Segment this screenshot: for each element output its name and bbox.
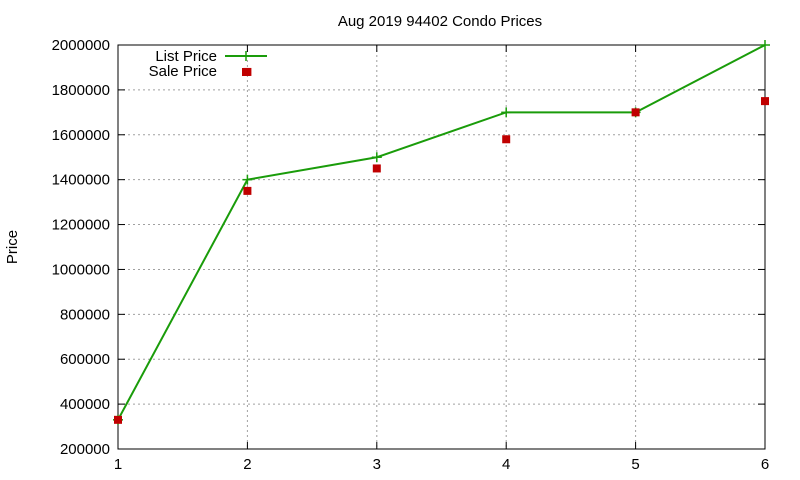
y-tick-label: 400000: [60, 396, 110, 413]
x-tick-label: 3: [373, 456, 381, 473]
legend: List Price Sale Price: [149, 48, 267, 80]
axis-ticks: [117, 44, 766, 450]
y-tick-label: 1600000: [52, 127, 110, 144]
grid-lines: [118, 45, 765, 449]
y-tick-label: 1400000: [52, 172, 110, 189]
data-point: [243, 186, 252, 195]
x-tick-label: 2: [243, 456, 251, 473]
y-tick-label: 1000000: [52, 261, 110, 278]
y-axis-label: Price: [4, 230, 21, 264]
series-sale-price: [114, 97, 769, 424]
y-axis-tick-labels: 200000 400000 600000 800000 1000000 1200000 14…: [52, 37, 110, 458]
data-series: [113, 40, 770, 425]
data-point: [371, 152, 382, 163]
y-tick-label: 600000: [60, 351, 110, 368]
y-tick-label: 200000: [60, 441, 110, 458]
series-list-price: [113, 40, 770, 425]
legend-label-sale-price: Sale Price: [149, 63, 217, 80]
data-point: [372, 164, 381, 173]
legend-label-list-price: List Price: [155, 48, 217, 65]
y-tick-label: 800000: [60, 306, 110, 323]
data-point: [502, 135, 511, 144]
x-tick-label: 6: [761, 456, 769, 473]
y-tick-label: 1200000: [52, 217, 110, 234]
data-point: [114, 415, 122, 424]
series-line: [117, 44, 766, 421]
x-axis-tick-labels: 1 2 3 4 5 6: [114, 456, 769, 473]
data-point: [501, 107, 512, 118]
chart-title: Aug 2019 94402 Condo Prices: [338, 13, 542, 30]
y-tick-label: 2000000: [52, 37, 110, 54]
data-point: [761, 97, 769, 106]
x-tick-label: 5: [631, 456, 639, 473]
data-point: [242, 174, 253, 185]
legend-marker-sale-price: [242, 68, 250, 76]
data-point: [760, 40, 770, 50]
x-tick-label: 4: [502, 456, 510, 473]
legend-marker-list-price: [241, 51, 251, 61]
x-tick-label: 1: [114, 456, 122, 473]
y-tick-label: 1800000: [52, 82, 110, 99]
plot-area-border: [117, 44, 766, 450]
data-point: [631, 108, 640, 117]
